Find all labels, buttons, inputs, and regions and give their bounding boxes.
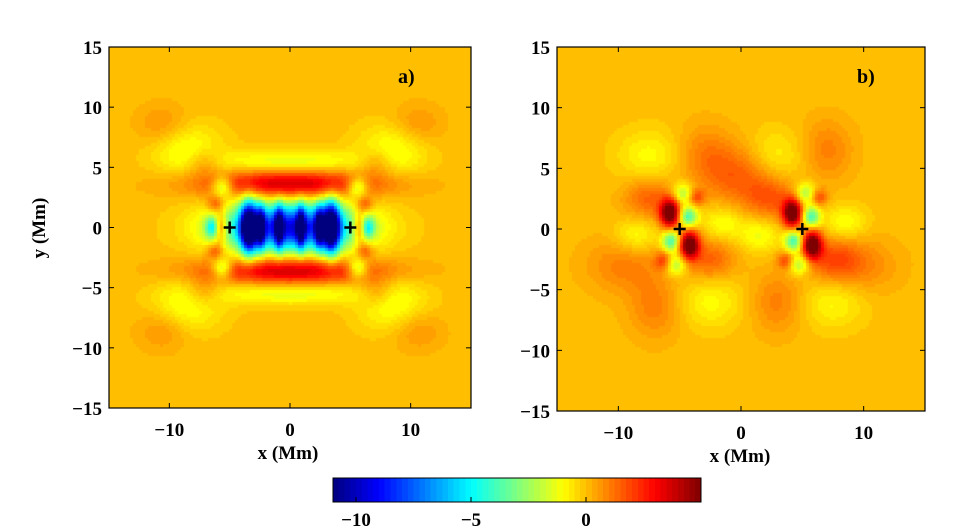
panel-a: −10 0 10 15 10 5 0 −5 −10 −15 a) x (Mm) y (Mm): [29, 38, 472, 464]
y-tick-label: −5: [530, 281, 550, 302]
y-tick-label: −15: [72, 399, 102, 420]
x-tick-label: −10: [154, 420, 184, 441]
colorbar-ticks: −10 −5 0: [341, 497, 591, 530]
colorbar: −10 −5 0: [332, 477, 702, 530]
y-tick-label: 5: [93, 158, 103, 179]
x-tick-label: 10: [401, 420, 420, 441]
colorbar-gradient: [332, 477, 702, 503]
axis-ticks-a: −10 0 10 15 10 5 0 −5 −10 −15: [72, 38, 471, 441]
y-tick-label: −10: [520, 341, 550, 362]
colorbar-tick-label: −10: [341, 510, 371, 530]
source-marker: [223, 221, 236, 234]
x-tick-label: 0: [285, 420, 295, 441]
y-tick-label: −15: [520, 402, 550, 423]
y-tick-label: 15: [83, 38, 102, 59]
y-axis-label-a: y (Mm): [29, 198, 50, 259]
source-marker: [796, 223, 809, 235]
y-tick-label: −5: [82, 279, 102, 300]
panel-label-a: a): [398, 66, 415, 88]
y-tick-label: 0: [541, 220, 551, 241]
source-marker: [673, 223, 686, 235]
axis-ticks-b: −10 0 10 15 10 5 0 −5 −10 −15: [520, 38, 925, 444]
x-tick-label: 0: [736, 423, 746, 444]
y-tick-label: 5: [541, 159, 551, 180]
y-tick-label: 10: [83, 98, 102, 119]
heatmap-b: [557, 47, 925, 411]
panel-label-b: b): [857, 66, 875, 88]
y-tick-label: 0: [93, 219, 103, 240]
source-marker: [344, 221, 357, 234]
colorbar-tick-label: 0: [581, 510, 591, 530]
heatmap-a: [109, 47, 471, 408]
x-tick-label: 10: [854, 423, 873, 444]
panel-b: −10 0 10 15 10 5 0 −5 −10 −15 b) x (Mm): [520, 38, 926, 467]
y-tick-label: 15: [531, 38, 550, 59]
x-axis-label-b: x (Mm): [710, 446, 771, 467]
y-tick-label: 10: [531, 99, 550, 120]
colorbar-tick-label: −5: [461, 510, 481, 530]
x-tick-label: −10: [603, 423, 633, 444]
y-tick-label: −10: [72, 339, 102, 360]
x-axis-label-a: x (Mm): [258, 443, 319, 464]
markers-b: [673, 223, 809, 235]
markers-a: [223, 221, 357, 234]
